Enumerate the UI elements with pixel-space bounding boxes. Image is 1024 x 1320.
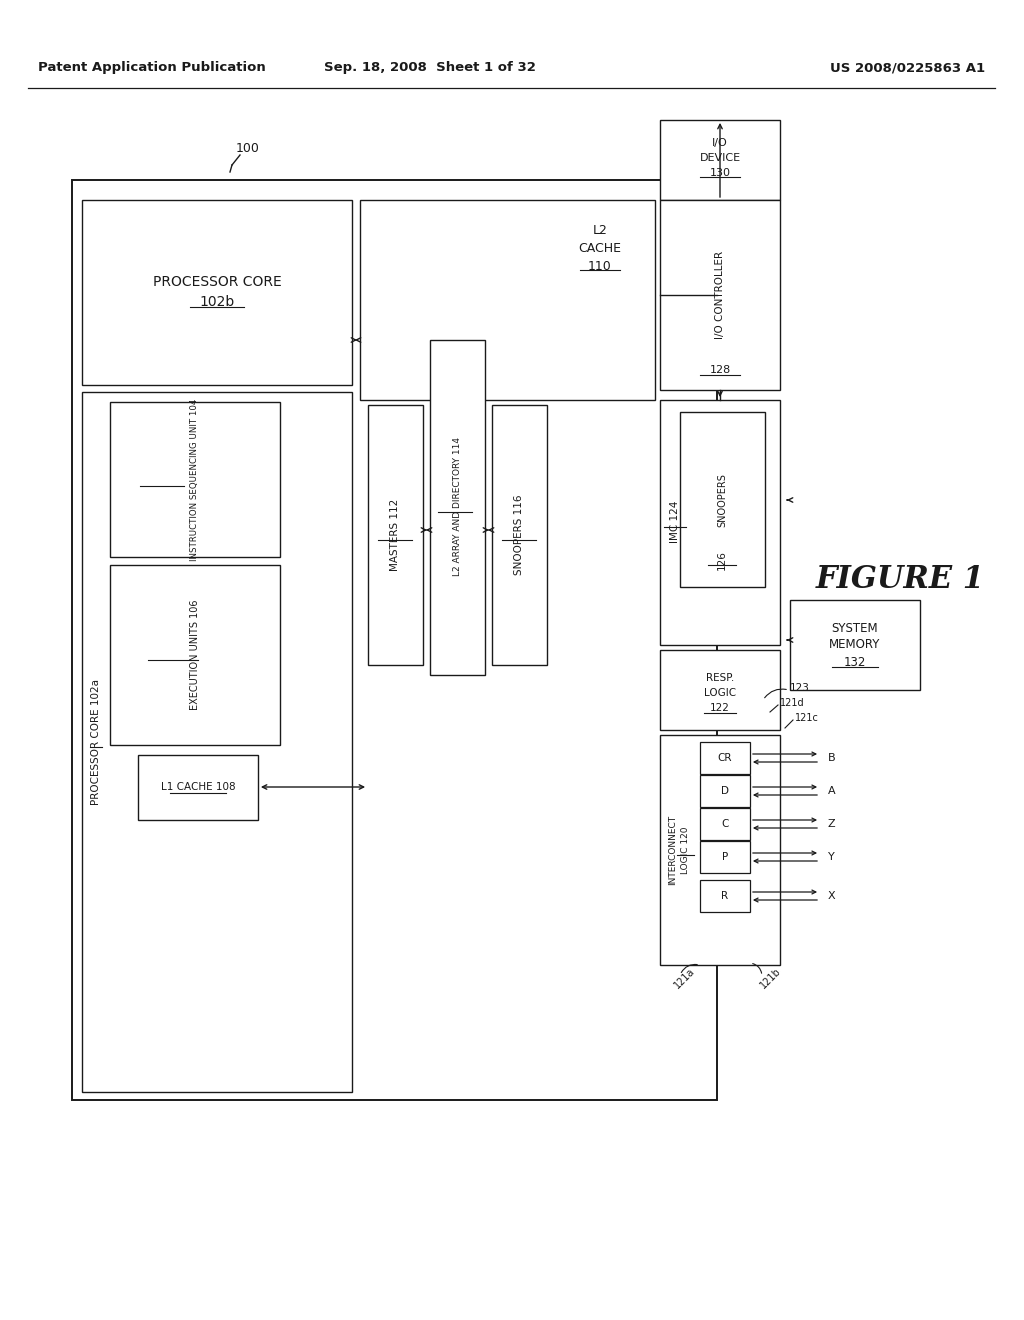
Text: CACHE: CACHE xyxy=(579,242,622,255)
Text: INTERCONNECT: INTERCONNECT xyxy=(669,814,678,886)
Text: RESP.: RESP. xyxy=(706,673,734,682)
Text: A: A xyxy=(828,785,836,796)
Bar xyxy=(700,880,750,912)
Text: CR: CR xyxy=(718,752,732,763)
Text: 121d: 121d xyxy=(780,698,805,708)
Text: R: R xyxy=(722,891,728,902)
Text: PROCESSOR CORE 102a: PROCESSOR CORE 102a xyxy=(91,678,101,805)
Text: D: D xyxy=(721,785,729,796)
Bar xyxy=(72,180,717,1100)
Text: US 2008/0225863 A1: US 2008/0225863 A1 xyxy=(829,62,985,74)
Bar xyxy=(110,403,280,557)
Bar xyxy=(82,392,352,1092)
Text: L2: L2 xyxy=(593,223,607,236)
Text: I/O CONTROLLER: I/O CONTROLLER xyxy=(715,251,725,339)
Bar xyxy=(790,601,920,690)
Text: EXECUTION UNITS 106: EXECUTION UNITS 106 xyxy=(190,599,200,710)
Bar xyxy=(660,120,780,201)
Text: SNOOPERS 116: SNOOPERS 116 xyxy=(514,495,524,576)
Bar xyxy=(680,412,765,587)
Bar xyxy=(360,201,655,400)
Text: 121b: 121b xyxy=(758,966,782,990)
Bar xyxy=(82,201,352,385)
Bar xyxy=(110,565,280,744)
Text: MASTERS 112: MASTERS 112 xyxy=(390,499,400,572)
Text: I/O: I/O xyxy=(712,139,728,148)
Text: Y: Y xyxy=(828,851,835,862)
Bar xyxy=(660,735,780,965)
Text: 121c: 121c xyxy=(795,713,819,723)
Text: 130: 130 xyxy=(710,168,730,178)
Bar xyxy=(700,808,750,840)
Text: 123: 123 xyxy=(790,682,810,693)
Text: B: B xyxy=(828,752,836,763)
Text: Patent Application Publication: Patent Application Publication xyxy=(38,62,266,74)
Text: X: X xyxy=(828,891,836,902)
Bar xyxy=(660,400,780,645)
Text: 122: 122 xyxy=(710,704,730,713)
Text: MEMORY: MEMORY xyxy=(829,639,881,652)
Bar xyxy=(138,755,258,820)
Bar xyxy=(700,742,750,774)
Text: 126: 126 xyxy=(717,550,727,570)
Bar xyxy=(700,775,750,807)
Text: 121a: 121a xyxy=(672,966,696,990)
Text: L1 CACHE 108: L1 CACHE 108 xyxy=(161,781,236,792)
Text: 102b: 102b xyxy=(200,294,234,309)
Text: 128: 128 xyxy=(710,366,731,375)
Text: PROCESSOR CORE: PROCESSOR CORE xyxy=(153,275,282,289)
Text: SYSTEM: SYSTEM xyxy=(831,622,879,635)
Text: FIGURE 1: FIGURE 1 xyxy=(815,565,984,595)
Text: Sep. 18, 2008  Sheet 1 of 32: Sep. 18, 2008 Sheet 1 of 32 xyxy=(324,62,536,74)
Bar xyxy=(492,405,547,665)
Text: C: C xyxy=(721,818,729,829)
Text: 100: 100 xyxy=(237,141,260,154)
Text: INSTRUCTION SEQUENCING UNIT 104: INSTRUCTION SEQUENCING UNIT 104 xyxy=(190,399,200,561)
Text: L2 ARRAY AND DIRECTORY 114: L2 ARRAY AND DIRECTORY 114 xyxy=(453,437,462,577)
Text: 110: 110 xyxy=(588,260,612,272)
Bar xyxy=(660,201,780,389)
Text: DEVICE: DEVICE xyxy=(699,153,740,162)
Text: LOGIC 120: LOGIC 120 xyxy=(681,826,689,874)
Text: Z: Z xyxy=(828,818,836,829)
Text: P: P xyxy=(722,851,728,862)
Bar xyxy=(430,341,485,675)
Text: LOGIC: LOGIC xyxy=(703,688,736,698)
Text: SNOOPERS: SNOOPERS xyxy=(717,473,727,527)
Bar xyxy=(700,841,750,873)
Text: 132: 132 xyxy=(844,656,866,668)
Bar xyxy=(660,649,780,730)
Text: IMC 124: IMC 124 xyxy=(670,500,680,544)
Bar xyxy=(368,405,423,665)
